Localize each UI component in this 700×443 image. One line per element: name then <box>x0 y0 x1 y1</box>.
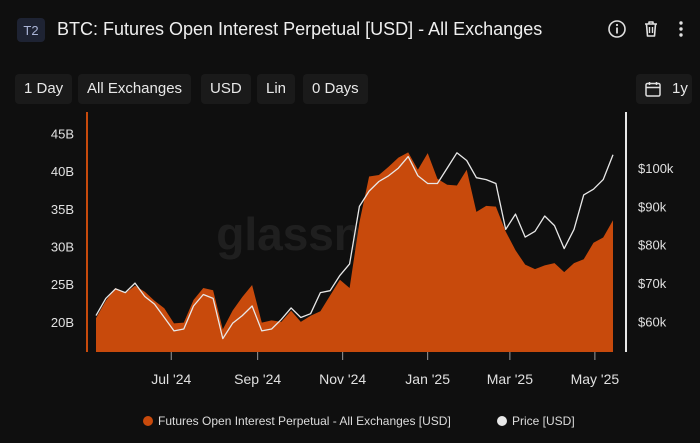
chart-toolbar: 1 Day All Exchanges USD Lin 0 Days 1y <box>0 74 700 104</box>
currency-select[interactable]: USD <box>201 74 251 104</box>
moving-average-select[interactable]: 0 Days <box>303 74 368 104</box>
trash-icon[interactable] <box>640 18 662 40</box>
y-right-tick-label: $70k <box>638 276 667 291</box>
legend-label: Price [USD] <box>512 414 575 428</box>
legend-swatch <box>143 416 153 426</box>
calendar-icon <box>644 80 662 103</box>
open-interest-series <box>96 152 613 352</box>
chart-title: BTC: Futures Open Interest Perpetual [US… <box>57 19 543 39</box>
tier-badge: T2 <box>17 18 45 42</box>
scale-select[interactable]: Lin <box>257 74 296 104</box>
x-tick-label: Sep '24 <box>234 371 281 387</box>
y-right-tick-label: $80k <box>638 238 667 253</box>
x-tick-label: Mar '25 <box>487 371 533 387</box>
price-series <box>95 152 614 340</box>
more-vertical-icon[interactable] <box>674 18 688 40</box>
legend-item-price[interactable]: Price [USD] <box>497 414 575 428</box>
y-left-tick-label: 45B <box>51 127 74 142</box>
legend-item-open-interest[interactable]: Futures Open Interest Perpetual - All Ex… <box>143 414 451 428</box>
x-tick-label: May '25 <box>571 371 620 387</box>
y-right-tick-label: $90k <box>638 199 667 214</box>
chart-header: T2 BTC: Futures Open Interest Perpetual … <box>0 0 700 60</box>
chart-legend: Futures Open Interest Perpetual - All Ex… <box>0 414 700 432</box>
y-right-tick-label: $60k <box>638 314 667 329</box>
x-tick-label: Jan '25 <box>405 371 450 387</box>
x-tick-label: Nov '24 <box>319 371 366 387</box>
y-left-tick-label: 20B <box>51 315 74 330</box>
chart-axes: 20B 25B 30B 35B 40B 45B $60k $70k $80k $90k $100k J… <box>51 112 674 387</box>
info-icon[interactable] <box>606 18 628 40</box>
exchange-select[interactable]: All Exchanges <box>78 74 192 104</box>
y-right-tick-label: $100k <box>638 161 674 176</box>
x-tick-label: Jul '24 <box>151 371 191 387</box>
range-label: 1y <box>672 80 688 97</box>
y-left-tick-label: 25B <box>51 277 74 292</box>
y-left-tick-label: 30B <box>51 240 74 255</box>
range-selector[interactable]: 1y <box>636 74 692 104</box>
open-interest-area <box>96 152 613 352</box>
legend-label: Futures Open Interest Perpetual - All Ex… <box>158 414 451 428</box>
chart-canvas[interactable]: glassnode 20B25B30B35B40B45B$60k$70k$80k… <box>0 110 700 400</box>
y-left-tick-label: 35B <box>51 202 74 217</box>
resolution-select[interactable]: 1 Day <box>15 74 73 104</box>
price-line <box>95 152 614 340</box>
y-left-tick-label: 40B <box>51 164 74 179</box>
legend-swatch <box>497 416 507 426</box>
